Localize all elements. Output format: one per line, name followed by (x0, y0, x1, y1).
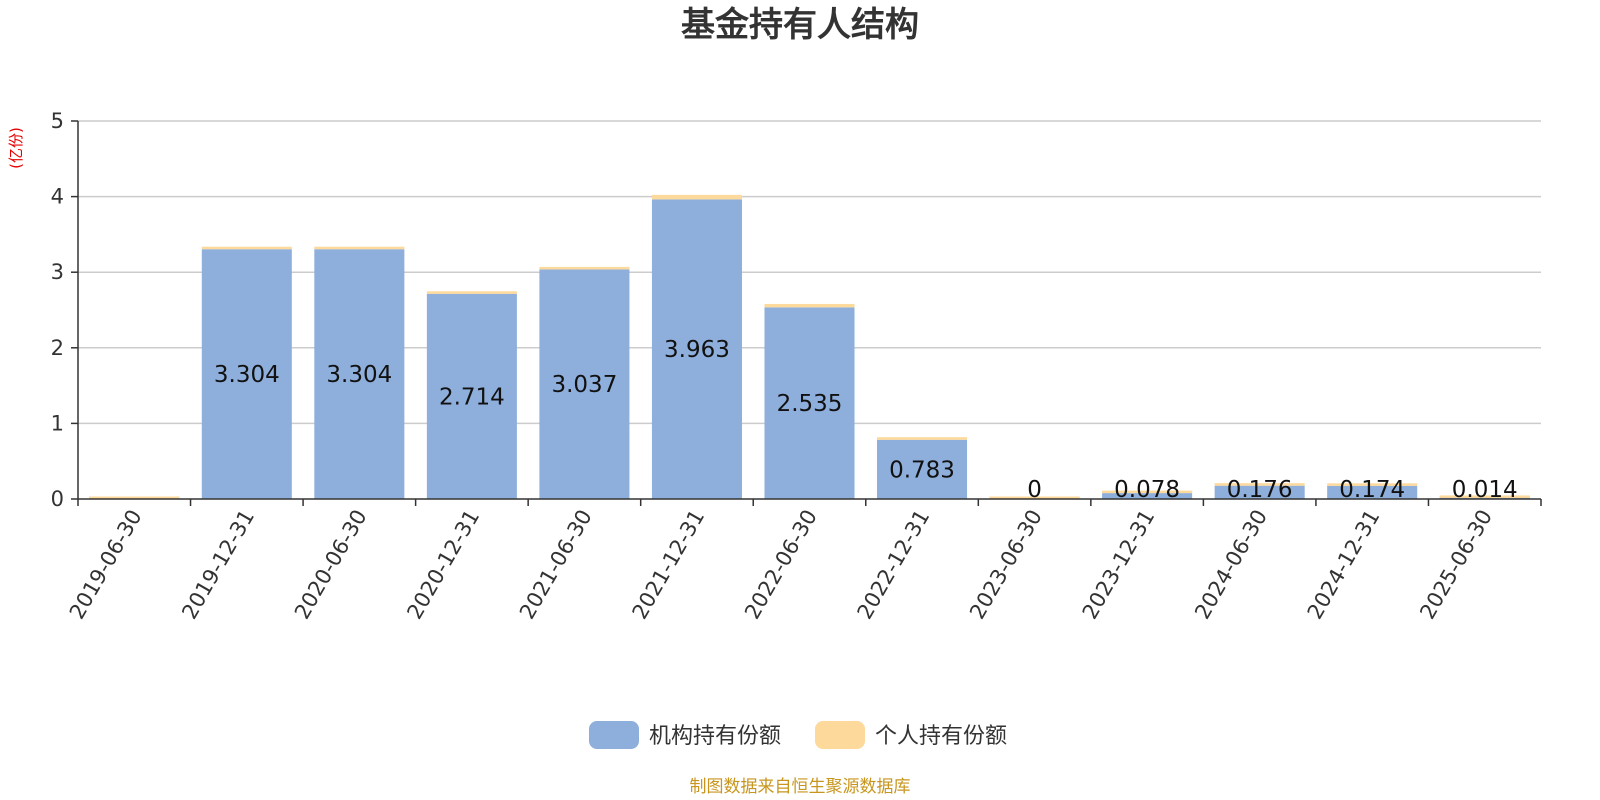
x-tick-label: 2021-06-30 (515, 506, 597, 624)
x-tick-label: 2025-06-30 (1415, 506, 1497, 624)
y-tick-label: 5 (51, 109, 64, 133)
bar-institutional (651, 199, 742, 499)
bar-individual (1102, 490, 1193, 494)
data-label: 0.078 (1114, 477, 1180, 503)
x-tick-label: 2022-12-31 (853, 506, 935, 624)
data-label: 3.304 (326, 362, 392, 388)
bar-institutional (314, 249, 405, 499)
bar-institutional (1214, 485, 1305, 499)
x-tick-label: 2019-12-31 (177, 506, 259, 624)
x-tick-label: 2020-06-30 (290, 506, 372, 624)
data-source-note: 制图数据来自恒生聚源数据库 (690, 777, 911, 797)
bar-individual (314, 246, 405, 250)
bar-individual (89, 496, 180, 499)
bar-institutional (877, 439, 968, 499)
bar-individual (764, 303, 855, 308)
chart-title: 基金持有人结构 (681, 5, 919, 45)
y-axis-unit-label: (亿份) (7, 127, 25, 169)
bar-institutional (764, 307, 855, 499)
data-label: 0.783 (889, 457, 955, 483)
data-label: 0.174 (1339, 477, 1405, 503)
data-label: 0.014 (1452, 477, 1518, 503)
bar-individual (989, 496, 1080, 499)
bar-individual (426, 291, 517, 294)
x-tick-label: 2023-12-31 (1078, 506, 1160, 624)
bar-individual (1327, 483, 1418, 486)
data-label: 3.037 (551, 372, 617, 398)
y-tick-label: 4 (51, 185, 64, 209)
data-label: 0.176 (1227, 477, 1293, 503)
data-label: 2.714 (439, 384, 505, 410)
legend-label: 个人持有份额 (875, 724, 1007, 749)
bar-series (89, 194, 1530, 499)
data-label: 0 (1027, 477, 1042, 503)
x-tick-label: 2023-06-30 (965, 506, 1047, 624)
data-label: 2.535 (777, 391, 843, 417)
legend-swatch (815, 721, 865, 749)
x-tick-label: 2022-06-30 (740, 506, 822, 624)
legend: 机构持有份额 个人持有份额 (589, 721, 1007, 749)
bar-institutional (539, 269, 630, 499)
bar-individual (201, 246, 292, 250)
bar-institutional (426, 293, 517, 499)
bar-institutional (1102, 493, 1193, 499)
x-tick-label: 2024-12-31 (1303, 506, 1385, 624)
y-tick-label: 3 (51, 260, 64, 284)
bar-individual (1214, 483, 1305, 486)
y-tick-label: 1 (51, 411, 64, 435)
bar-institutional (201, 249, 292, 499)
legend-swatch (589, 721, 639, 749)
bar-individual (1439, 495, 1530, 498)
data-labels: 3.304 3.304 2.714 3.037 3.963 2.535 0.783 0 0.07… (214, 337, 1518, 503)
bar-individual (539, 266, 630, 270)
x-tick-label: 2021-12-31 (627, 506, 709, 624)
bar-individual (877, 437, 968, 440)
data-label: 3.304 (214, 362, 280, 388)
x-tick-label: 2019-06-30 (65, 506, 147, 624)
y-tick-label: 0 (51, 487, 64, 511)
data-label: 3.963 (664, 337, 730, 363)
legend-label: 机构持有份额 (649, 724, 781, 749)
bar-institutional (1327, 485, 1418, 499)
bar-individual (651, 194, 742, 200)
x-tick-label: 2024-06-30 (1190, 506, 1272, 624)
x-tick-label: 2020-12-31 (402, 506, 484, 624)
y-tick-label: 2 (51, 336, 64, 360)
